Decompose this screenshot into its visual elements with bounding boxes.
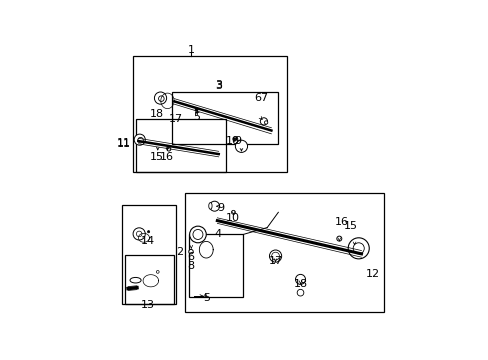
Text: 5: 5 — [203, 293, 210, 303]
Text: 8: 8 — [187, 261, 194, 271]
Circle shape — [232, 137, 236, 141]
Text: 10: 10 — [225, 213, 239, 223]
Text: 17: 17 — [169, 114, 183, 123]
Circle shape — [336, 236, 341, 241]
Text: 17: 17 — [268, 256, 282, 266]
Text: 12: 12 — [366, 269, 379, 279]
Text: 5: 5 — [193, 112, 200, 122]
Circle shape — [138, 138, 143, 143]
Text: 15: 15 — [343, 221, 357, 231]
Text: 18: 18 — [293, 279, 307, 289]
Circle shape — [136, 231, 142, 237]
Circle shape — [195, 108, 198, 111]
Ellipse shape — [208, 203, 212, 209]
Bar — [122, 205, 175, 304]
Text: 4: 4 — [214, 229, 221, 239]
Circle shape — [193, 229, 203, 239]
Circle shape — [133, 228, 145, 240]
Text: 14: 14 — [140, 235, 154, 246]
Circle shape — [235, 140, 247, 152]
Text: 2: 2 — [176, 247, 183, 257]
Text: 11: 11 — [117, 138, 131, 148]
Circle shape — [231, 210, 235, 214]
Text: 16: 16 — [159, 152, 173, 162]
Text: 7: 7 — [260, 93, 266, 103]
Circle shape — [166, 147, 170, 151]
Text: 16: 16 — [334, 217, 348, 227]
Circle shape — [264, 121, 267, 124]
Circle shape — [188, 249, 193, 254]
Circle shape — [189, 226, 206, 243]
Text: 13: 13 — [141, 300, 155, 310]
Text: 18: 18 — [149, 109, 163, 119]
Text: 9: 9 — [217, 203, 224, 213]
Text: 3: 3 — [215, 80, 222, 90]
Text: 9: 9 — [234, 136, 241, 146]
Circle shape — [154, 92, 166, 104]
Text: 6: 6 — [254, 93, 261, 103]
Bar — [185, 193, 383, 312]
Ellipse shape — [130, 278, 141, 283]
Text: 3: 3 — [215, 81, 222, 91]
Circle shape — [260, 118, 267, 125]
Bar — [135, 120, 225, 172]
Bar — [171, 92, 278, 144]
Bar — [189, 234, 243, 297]
Text: 6: 6 — [187, 252, 194, 262]
Text: 15: 15 — [150, 152, 164, 162]
Circle shape — [147, 231, 149, 233]
Circle shape — [158, 96, 164, 102]
Circle shape — [134, 134, 145, 145]
Circle shape — [297, 289, 303, 296]
Text: 11: 11 — [117, 139, 131, 149]
Bar — [125, 255, 173, 304]
Circle shape — [352, 243, 364, 254]
Circle shape — [271, 252, 279, 260]
Circle shape — [295, 274, 305, 284]
Circle shape — [209, 201, 219, 211]
Bar — [133, 56, 286, 172]
Circle shape — [233, 138, 235, 140]
Circle shape — [347, 238, 368, 259]
Text: 1: 1 — [187, 45, 194, 55]
Text: 10: 10 — [225, 136, 239, 146]
Circle shape — [269, 250, 281, 262]
